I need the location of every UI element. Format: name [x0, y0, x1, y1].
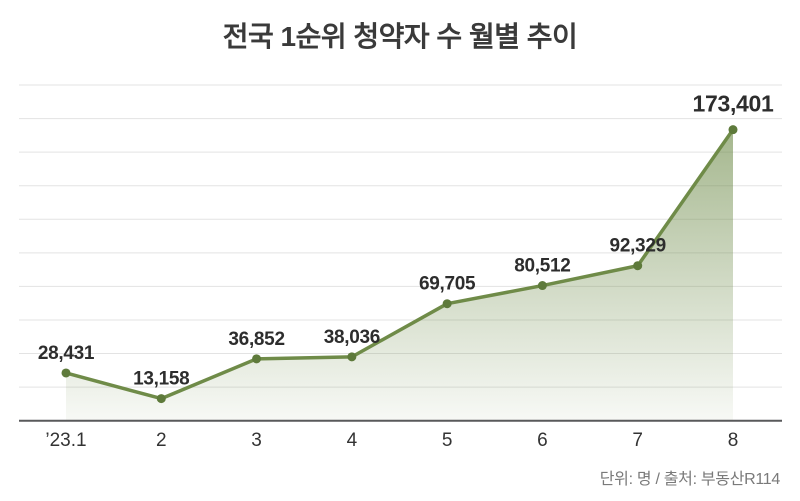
x-tick-label: 7 [632, 430, 643, 451]
x-tick-label: ’23.1 [45, 430, 86, 451]
data-label: 38,036 [324, 327, 380, 348]
x-tick-label: 8 [728, 430, 739, 451]
data-label: 13,158 [133, 369, 189, 390]
x-tick-label: 5 [442, 430, 453, 451]
x-tick-label: 3 [251, 430, 262, 451]
data-point [633, 261, 643, 271]
data-point [442, 299, 452, 309]
data-label: 36,852 [228, 329, 284, 350]
data-point [347, 352, 357, 362]
data-point [61, 368, 71, 378]
data-point [252, 354, 262, 364]
data-label: 69,705 [419, 274, 476, 295]
data-point [728, 125, 738, 135]
data-point [156, 394, 166, 404]
data-label: 28,431 [38, 343, 95, 364]
x-tick-label: 6 [537, 430, 548, 451]
area-fill [66, 129, 733, 421]
data-label: 92,329 [610, 236, 666, 257]
x-tick-label: 4 [347, 430, 358, 451]
data-label-emphasized: 173,401 [692, 91, 774, 117]
x-tick-label: 2 [156, 430, 167, 451]
trend-line [64, 127, 735, 401]
chart-title: 전국 1순위 청약자 수 월별 추이 [222, 21, 578, 52]
data-point [537, 281, 547, 291]
data-label: 80,512 [514, 256, 570, 277]
unit-source-note: 단위: 명 / 출처: 부동산R114 [599, 471, 781, 488]
